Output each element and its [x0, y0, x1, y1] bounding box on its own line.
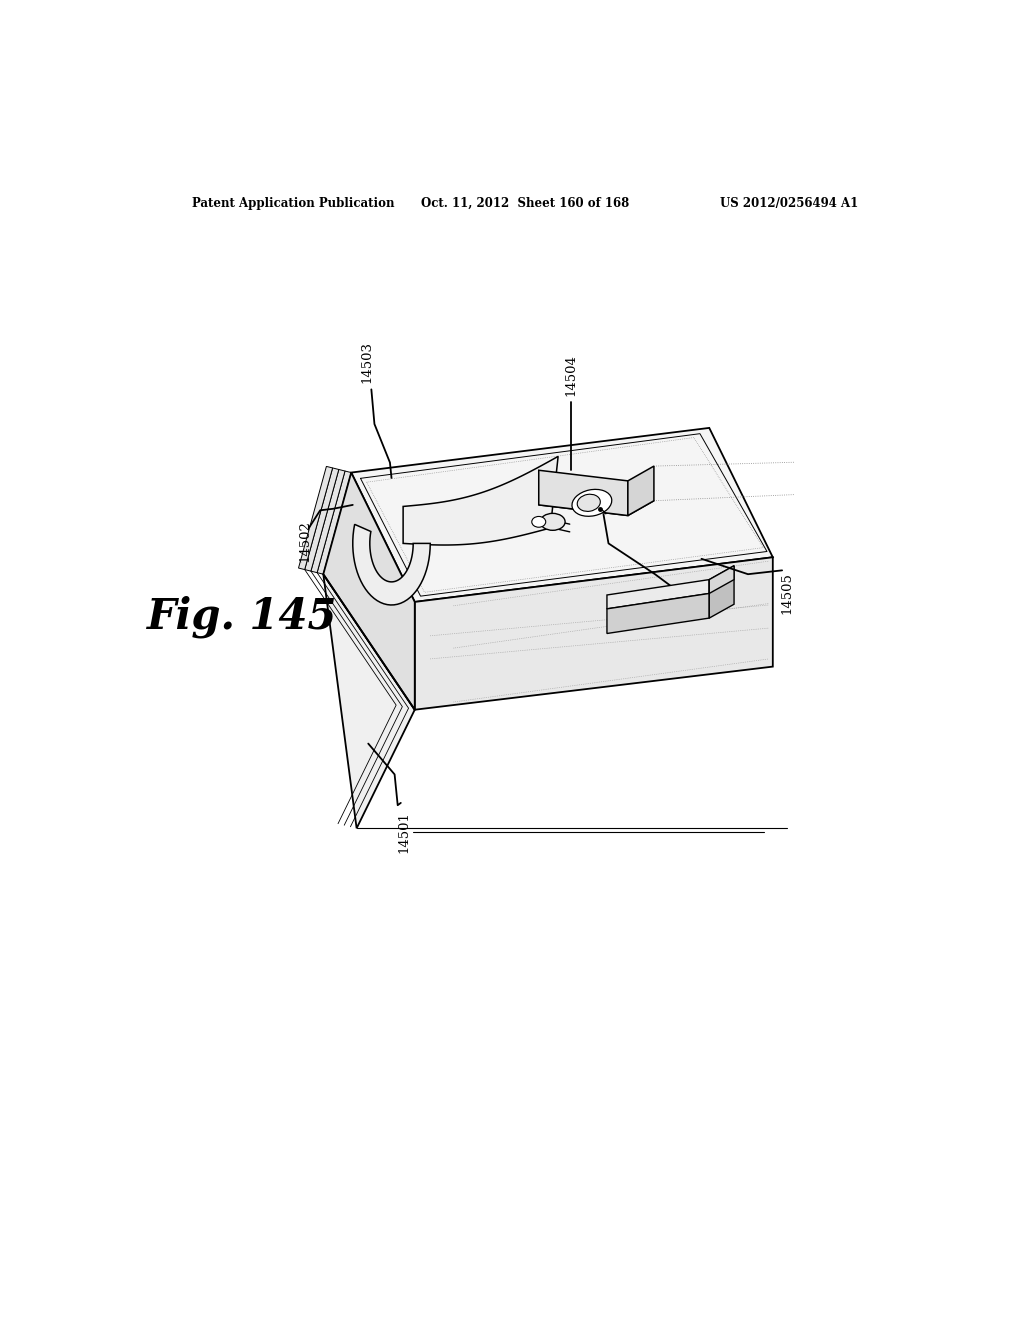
Polygon shape: [607, 594, 710, 634]
Text: Fig. 145: Fig. 145: [147, 595, 338, 638]
Text: 14505: 14505: [780, 573, 794, 614]
Polygon shape: [305, 469, 339, 572]
Ellipse shape: [531, 516, 546, 527]
Text: 14503: 14503: [360, 342, 373, 383]
Text: Oct. 11, 2012  Sheet 160 of 168: Oct. 11, 2012 Sheet 160 of 168: [421, 197, 629, 210]
Polygon shape: [710, 566, 734, 594]
Ellipse shape: [578, 494, 600, 511]
Polygon shape: [353, 524, 430, 605]
Polygon shape: [299, 466, 333, 570]
Polygon shape: [415, 557, 773, 710]
Polygon shape: [311, 470, 345, 573]
Polygon shape: [351, 428, 773, 602]
Text: 14502: 14502: [298, 520, 311, 562]
Polygon shape: [539, 470, 628, 516]
Polygon shape: [403, 457, 558, 545]
Polygon shape: [324, 473, 415, 710]
Text: 14504: 14504: [565, 355, 578, 396]
Ellipse shape: [541, 513, 565, 531]
Polygon shape: [607, 579, 710, 609]
Text: US 2012/0256494 A1: US 2012/0256494 A1: [720, 197, 858, 210]
Polygon shape: [710, 566, 734, 618]
Polygon shape: [539, 490, 654, 516]
Ellipse shape: [572, 490, 611, 516]
Polygon shape: [317, 471, 351, 574]
Polygon shape: [628, 466, 654, 516]
Text: 14501: 14501: [397, 812, 411, 853]
Polygon shape: [324, 574, 415, 829]
Text: Patent Application Publication: Patent Application Publication: [191, 197, 394, 210]
